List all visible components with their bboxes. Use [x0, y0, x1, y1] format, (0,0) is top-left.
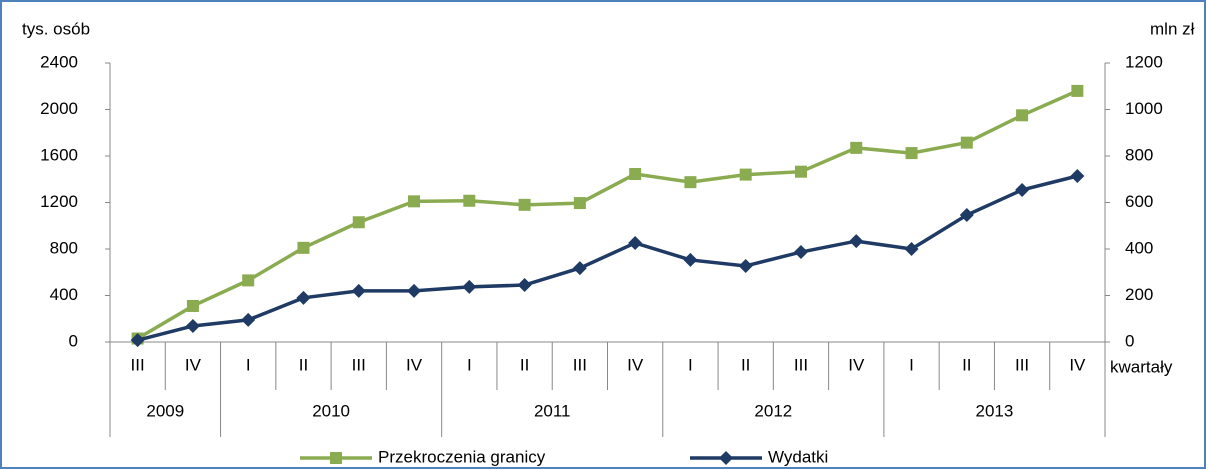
x-tick-label: I — [246, 355, 251, 374]
point — [1070, 168, 1085, 183]
y2-tick-label: 400 — [1125, 238, 1153, 257]
point — [572, 261, 587, 276]
x-tick-label: III — [131, 355, 145, 374]
x-tick-label: I — [688, 355, 693, 374]
point — [959, 208, 974, 223]
point — [849, 234, 864, 249]
group-label: 2011 — [534, 401, 571, 420]
point — [628, 235, 643, 250]
group-label: 2009 — [146, 401, 184, 420]
x-axis-label: kwartały — [1110, 357, 1173, 376]
point — [462, 279, 477, 294]
point — [408, 195, 421, 208]
x-tick-label: IV — [185, 355, 202, 374]
x-tick-label: III — [794, 355, 808, 374]
group-label: 2012 — [754, 401, 792, 420]
x-tick-label: II — [299, 355, 308, 374]
point — [517, 278, 532, 293]
point — [793, 245, 808, 260]
point — [1071, 84, 1084, 97]
point — [904, 242, 919, 256]
legend-marker — [719, 451, 733, 465]
point — [130, 333, 145, 348]
y-tick-label: 800 — [50, 238, 78, 257]
point — [463, 194, 476, 207]
point — [739, 168, 752, 181]
x-tick-label: II — [962, 355, 971, 374]
y-tick-label: 2000 — [40, 99, 78, 118]
point — [186, 299, 199, 312]
y-tick-label: 2400 — [40, 52, 78, 71]
x-tick-label: II — [741, 355, 750, 374]
y2-tick-label: 1200 — [1125, 52, 1163, 71]
point — [905, 147, 918, 160]
y-tick-label: 1200 — [40, 192, 78, 211]
point — [629, 168, 642, 181]
point — [242, 274, 255, 287]
point — [296, 290, 311, 305]
point — [518, 198, 531, 211]
point — [185, 318, 200, 333]
x-tick-label: II — [520, 355, 529, 374]
point — [351, 283, 366, 298]
legend-marker — [330, 452, 342, 464]
point — [794, 165, 807, 178]
y-tick-label: 0 — [69, 331, 78, 350]
series-line — [136, 89, 1079, 341]
x-tick-label: I — [467, 355, 472, 374]
y2-tick-label: 200 — [1125, 285, 1153, 304]
x-tick-label: IV — [848, 355, 865, 374]
y-axis-label: tys. osób — [22, 19, 90, 38]
point — [1015, 182, 1030, 197]
point — [960, 136, 973, 149]
y2-tick-label: 0 — [1125, 331, 1134, 350]
y2-tick-label: 1000 — [1125, 99, 1163, 118]
point — [297, 241, 310, 254]
point — [738, 258, 753, 273]
point — [573, 197, 586, 210]
y2-tick-label: 800 — [1125, 145, 1153, 164]
x-tick-label: I — [909, 355, 914, 374]
point — [683, 252, 698, 267]
point — [407, 283, 422, 298]
y2-tick-label: 600 — [1125, 192, 1153, 211]
legend-label: Wydatki — [768, 447, 828, 466]
x-tick-label: IV — [627, 355, 644, 374]
point — [241, 312, 256, 327]
y2-axis-label: mln zł — [1150, 19, 1195, 38]
x-tick-label: IV — [1069, 355, 1086, 374]
group-label: 2013 — [976, 401, 1014, 420]
legend-label: Przekroczenia granicy — [378, 447, 546, 466]
x-tick-label: III — [573, 355, 587, 374]
point — [684, 176, 697, 189]
group-label: 2010 — [312, 401, 350, 420]
x-tick-label: III — [352, 355, 366, 374]
y-tick-label: 1600 — [40, 145, 78, 164]
series-line — [137, 174, 1078, 342]
x-tick-label: III — [1015, 355, 1029, 374]
y-tick-label: 400 — [50, 285, 78, 304]
point — [850, 141, 863, 154]
point — [352, 216, 365, 229]
point — [1016, 109, 1029, 122]
x-tick-label: IV — [406, 355, 423, 374]
